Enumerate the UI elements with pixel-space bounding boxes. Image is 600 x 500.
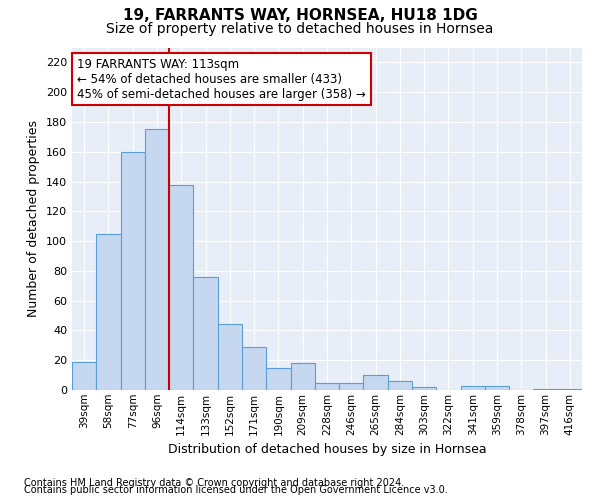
Bar: [412, 387, 436, 390]
Bar: [485, 386, 509, 390]
Text: Size of property relative to detached houses in Hornsea: Size of property relative to detached ho…: [106, 22, 494, 36]
Bar: [290, 363, 315, 390]
Bar: [364, 375, 388, 390]
Bar: [533, 388, 558, 390]
Y-axis label: Number of detached properties: Number of detached properties: [28, 120, 40, 318]
Bar: [121, 152, 145, 390]
Bar: [266, 368, 290, 390]
Bar: [193, 277, 218, 390]
X-axis label: Distribution of detached houses by size in Hornsea: Distribution of detached houses by size …: [167, 443, 487, 456]
Bar: [339, 382, 364, 390]
Bar: [145, 130, 169, 390]
Bar: [169, 184, 193, 390]
Text: Contains HM Land Registry data © Crown copyright and database right 2024.: Contains HM Land Registry data © Crown c…: [24, 478, 404, 488]
Text: Contains public sector information licensed under the Open Government Licence v3: Contains public sector information licen…: [24, 485, 448, 495]
Bar: [461, 386, 485, 390]
Bar: [388, 381, 412, 390]
Bar: [218, 324, 242, 390]
Bar: [242, 347, 266, 390]
Text: 19 FARRANTS WAY: 113sqm
← 54% of detached houses are smaller (433)
45% of semi-d: 19 FARRANTS WAY: 113sqm ← 54% of detache…: [77, 58, 366, 101]
Bar: [72, 362, 96, 390]
Bar: [315, 382, 339, 390]
Bar: [96, 234, 121, 390]
Bar: [558, 388, 582, 390]
Text: 19, FARRANTS WAY, HORNSEA, HU18 1DG: 19, FARRANTS WAY, HORNSEA, HU18 1DG: [122, 8, 478, 22]
